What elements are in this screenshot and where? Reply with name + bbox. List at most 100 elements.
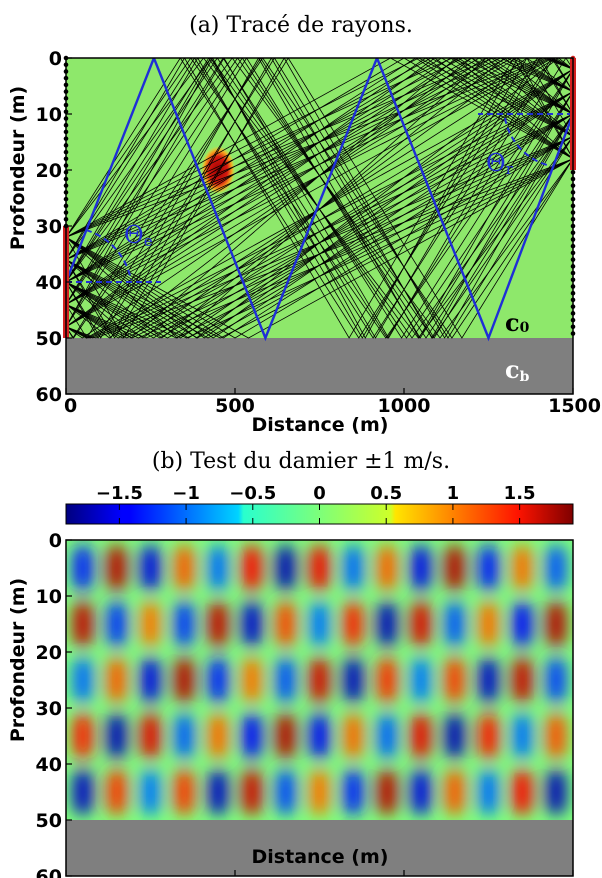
checker-cell (343, 545, 364, 591)
checker-cell (275, 601, 296, 647)
checker-cell (106, 601, 127, 647)
panel-a-xlabel: Distance (m) (252, 414, 389, 436)
checker-cell (106, 713, 127, 759)
background-ray (66, 68, 573, 339)
background-ray (66, 58, 573, 339)
checker-cell (140, 713, 161, 759)
background-ray (66, 58, 573, 339)
checker-cell (73, 657, 93, 703)
checker-cell (140, 769, 161, 815)
background-ray (66, 136, 573, 339)
theta-e-label: Θe (124, 221, 153, 250)
background-ray (66, 68, 573, 339)
checker-cell (140, 657, 161, 703)
background-ray (66, 58, 573, 238)
checker-cell (377, 769, 397, 815)
background-ray (66, 58, 573, 339)
background-ray (66, 58, 573, 305)
checker-cell (546, 545, 566, 591)
checker-cell (512, 545, 533, 591)
highlighted-ray (66, 58, 573, 342)
background-ray (66, 58, 573, 339)
y-tick-label: 40 (36, 272, 62, 294)
background-rays (66, 58, 573, 339)
colorbar-tick-label: 1.5 (504, 483, 536, 504)
checker-cell (478, 769, 499, 815)
checker-cell (478, 545, 499, 591)
checker-cell (208, 657, 228, 703)
y-tick-label: 60 (36, 384, 62, 406)
label-c0: c0 (505, 308, 530, 337)
background-ray (66, 58, 573, 339)
background-ray (66, 58, 573, 339)
background-ray (66, 58, 573, 339)
checker-cell (411, 601, 431, 647)
colorbar-tick-label: −1 (172, 483, 200, 504)
checker-cell (444, 713, 465, 759)
background-ray (66, 58, 573, 339)
checker-cell (73, 713, 93, 759)
checker-cell (343, 713, 364, 759)
checker-cell (546, 769, 566, 815)
colorbar-tick-label: 1 (447, 483, 460, 504)
background-ray (66, 58, 573, 238)
background-ray (66, 58, 573, 339)
checker-cell (174, 601, 195, 647)
colorbar-tick-label: −1.5 (96, 483, 143, 504)
theta-r-label: Θr (486, 149, 514, 178)
background-ray (66, 58, 573, 339)
background-ray (66, 158, 573, 339)
checker-cell (242, 601, 262, 647)
y-tick-label: 0 (49, 48, 62, 70)
y-tick-label: 30 (36, 216, 62, 238)
background-ray (66, 58, 573, 339)
checker-cell (275, 545, 296, 591)
checker-cell (140, 545, 161, 591)
checker-cell (546, 713, 566, 759)
emission-angle-arc (85, 229, 132, 281)
y-tick-label: 10 (36, 104, 62, 126)
y-tick-label: 30 (36, 698, 62, 720)
checker-cell (478, 657, 499, 703)
background-ray (66, 136, 573, 339)
background-ray (66, 58, 573, 328)
checker-cell (140, 601, 161, 647)
checker-cell (512, 657, 533, 703)
checker-cell (309, 713, 330, 759)
checker-cell (444, 601, 465, 647)
checker-cell (208, 713, 228, 759)
checker-cell (309, 545, 330, 591)
checker-cell (411, 545, 431, 591)
x-tick-label: 1000 (378, 395, 431, 417)
background-ray (66, 58, 573, 260)
checker-cell (343, 657, 364, 703)
checker-cell (242, 713, 262, 759)
angle-annotations (66, 113, 573, 283)
colorbar: −1.5 −1 −0.5 0 0.5 1 1.5 (65, 483, 574, 525)
checker-cell (275, 713, 296, 759)
checker-cell (309, 657, 330, 703)
y-tick-label: 0 (49, 530, 62, 552)
checker-cell (208, 545, 228, 591)
checker-cell (343, 769, 364, 815)
colorbar-ticks: −1.5 −1 −0.5 0 0.5 1 1.5 (96, 483, 536, 524)
checker-cell (208, 601, 228, 647)
checker-cell (174, 657, 195, 703)
checkerboard-cells (73, 545, 566, 815)
checker-cell (411, 657, 431, 703)
y-tick-label: 50 (36, 810, 62, 832)
background-ray (66, 91, 573, 339)
bottom-layer (66, 338, 573, 394)
checker-cell (106, 657, 127, 703)
background-ray (66, 58, 573, 328)
background-ray (66, 58, 573, 283)
background-ray (66, 58, 573, 339)
reception-angle-arc (504, 117, 552, 167)
checker-cell (174, 769, 195, 815)
checker-cell (242, 545, 262, 591)
background-ray (66, 58, 573, 283)
colorbar-tick-label: 0 (313, 483, 326, 504)
x-tick-label: 1500 (548, 395, 601, 417)
